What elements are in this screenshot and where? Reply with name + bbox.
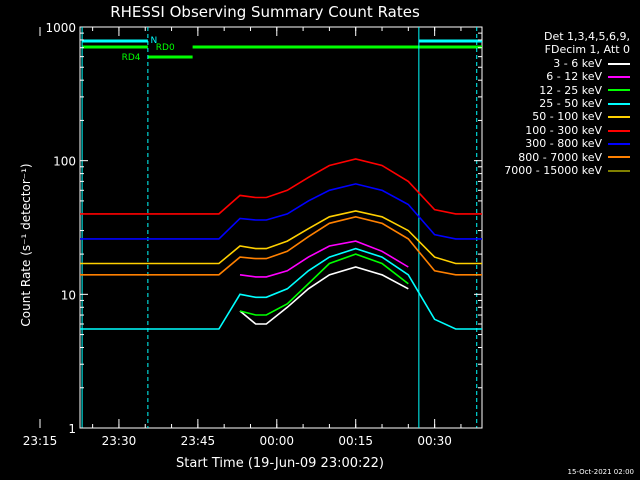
legend-swatch <box>608 129 630 132</box>
state-label-rd4: RD4 <box>122 53 141 63</box>
legend-item: 100 - 300 keV <box>460 124 630 137</box>
legend-item: 25 - 50 keV <box>460 97 630 110</box>
y-tick-label: 1000 <box>45 21 76 35</box>
x-tick-label: 23:15 <box>23 434 58 448</box>
state-label-rd0: RD0 <box>156 43 175 53</box>
x-tick-label: 00:30 <box>417 434 452 448</box>
legend-item: 3 - 6 keV <box>460 57 630 70</box>
legend: Det 1,3,4,5,6,9, FDecim 1, Att 0 3 - 6 k… <box>460 30 630 177</box>
x-tick-label: 00:15 <box>338 434 373 448</box>
chart-title: RHESSI Observing Summary Count Rates <box>110 3 420 21</box>
legend-swatch <box>608 169 630 172</box>
legend-item-label: 25 - 50 keV <box>539 97 602 111</box>
legend-item: 800 - 7000 keV <box>460 151 630 164</box>
legend-swatch <box>608 75 630 78</box>
series-line-3to6keV <box>239 266 409 325</box>
y-axis-label: Count Rate (s⁻¹ detector⁻¹) <box>19 163 33 326</box>
x-axis-label: Start Time (19-Jun-09 23:00:22) <box>176 456 384 471</box>
series-line-800to7000keV <box>80 215 482 276</box>
legend-item-label: 300 - 800 keV <box>525 137 602 151</box>
y-tick-label: 100 <box>53 155 76 169</box>
x-tick-label: 23:45 <box>181 434 216 448</box>
x-tick-label: 00:00 <box>259 434 294 448</box>
series-line-12to25keV <box>239 253 409 316</box>
legend-item-label: 3 - 6 keV <box>553 56 602 70</box>
legend-item-label: 12 - 25 keV <box>539 83 602 97</box>
legend-item-label: 100 - 300 keV <box>525 123 602 137</box>
legend-item-label: 800 - 7000 keV <box>518 150 602 164</box>
y-tick-label: 1 <box>68 422 76 436</box>
series-line-50to100keV <box>80 210 482 265</box>
legend-item: 50 - 100 keV <box>460 110 630 123</box>
y-tick-label: 10 <box>61 288 76 302</box>
legend-header-line-1: Det 1,3,4,5,6,9, <box>543 30 630 43</box>
legend-item: 6 - 12 keV <box>460 70 630 83</box>
legend-swatch <box>608 62 630 65</box>
legend-item: 7000 - 15000 keV <box>460 164 630 177</box>
plot-frame <box>79 26 483 429</box>
legend-header-line-2: FDecim 1, Att 0 <box>544 43 630 57</box>
state-label-n: N <box>151 36 158 46</box>
series-line-100to300keV <box>80 158 482 215</box>
x-tick-label: 23:30 <box>102 434 137 448</box>
series-line-25to50keV <box>80 247 482 330</box>
legend-swatch <box>608 116 630 119</box>
legend-swatch <box>608 156 630 159</box>
series-line-6to12keV <box>239 240 409 278</box>
legend-swatch <box>608 89 630 92</box>
generation-timestamp: 15-Oct-2021 02:00 <box>567 468 634 476</box>
legend-swatch <box>608 142 630 145</box>
legend-swatch <box>608 102 630 105</box>
legend-item-label: 7000 - 15000 keV <box>504 164 602 178</box>
legend-item: 12 - 25 keV <box>460 84 630 97</box>
legend-item-label: 50 - 100 keV <box>532 110 602 124</box>
series-line-300to800keV <box>80 183 482 240</box>
legend-item: 300 - 800 keV <box>460 137 630 150</box>
legend-item-label: 6 - 12 keV <box>546 70 602 84</box>
